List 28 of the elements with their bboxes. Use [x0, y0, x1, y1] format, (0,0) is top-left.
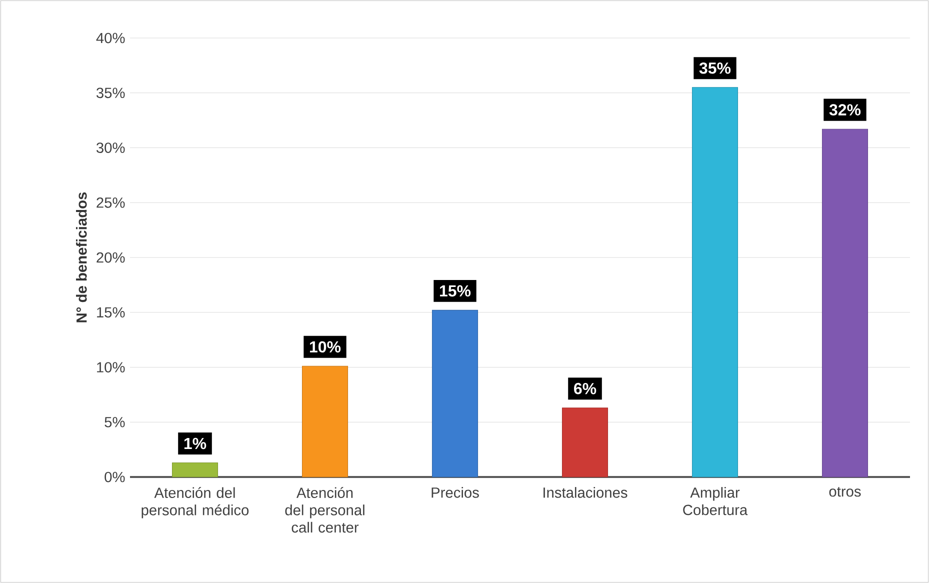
data-label: 32% [829, 104, 861, 116]
data-label: 35% [699, 62, 731, 74]
bar [692, 87, 738, 478]
x-tick-label: Precios [432, 487, 479, 498]
y-tick-label: 30% [96, 142, 125, 153]
y-tick-label: 15% [97, 307, 125, 318]
x-tick-label: Instalaciones [544, 487, 628, 498]
y-tick-label: 35% [96, 88, 125, 98]
bar [432, 310, 478, 478]
data-label: 15% [440, 285, 471, 297]
bar [302, 366, 348, 478]
data-label: 10% [310, 341, 341, 353]
y-tick-label: 20% [96, 252, 125, 263]
x-tick-label: Atención del personal médico [142, 487, 249, 518]
x-tick-label: Ampliar Cobertura [683, 487, 748, 516]
data-label: 6% [574, 382, 596, 394]
bar [822, 128, 868, 478]
y-tick-label: 25% [96, 197, 125, 208]
y-tick-label: 10% [97, 362, 125, 372]
y-tick-label: 0% [104, 472, 125, 482]
y-tick-label: 40% [96, 32, 125, 44]
y-tick-label: 5% [104, 416, 125, 428]
bar [562, 408, 608, 478]
data-label: 1% [184, 438, 206, 450]
x-tick-label: otros [829, 487, 861, 497]
y-axis-title: N° de beneficiados [76, 192, 87, 322]
x-tick-label: Atención del personal call center [285, 487, 364, 533]
bar [172, 462, 218, 478]
